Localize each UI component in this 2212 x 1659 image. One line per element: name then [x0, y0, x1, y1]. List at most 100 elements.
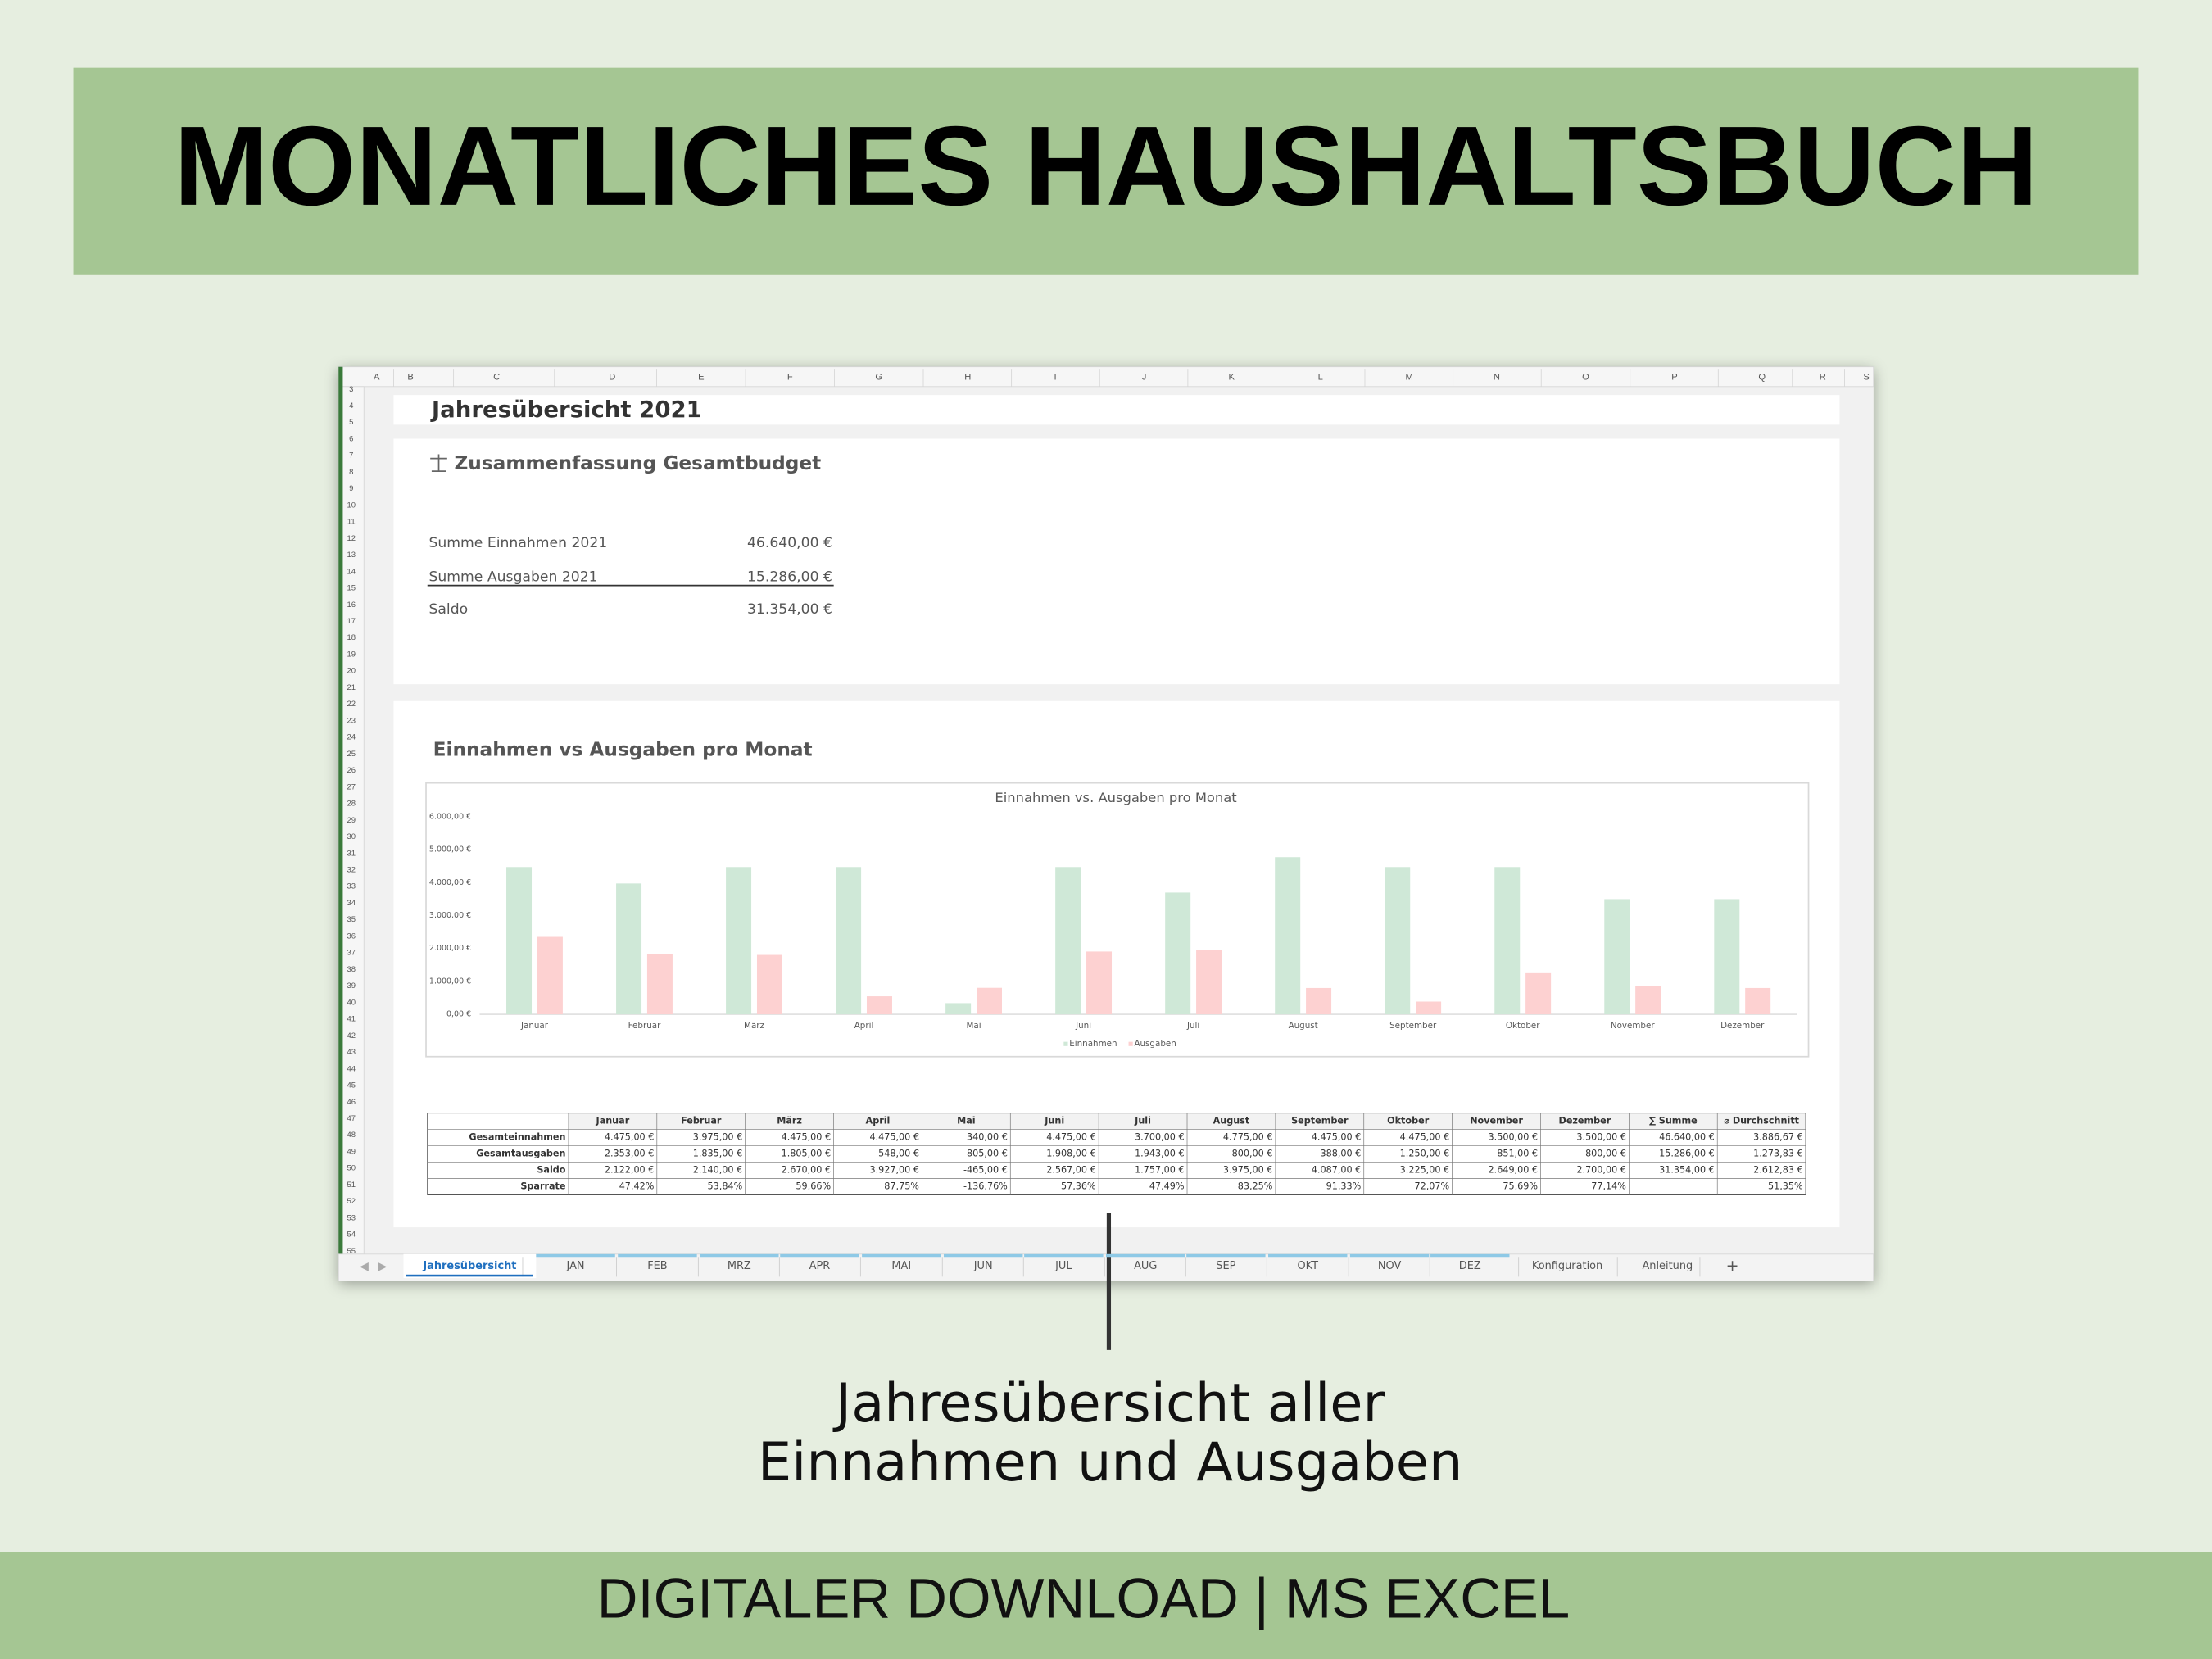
row-number: 40: [347, 998, 356, 1007]
sheet-tab[interactable]: MAI: [891, 1260, 911, 1272]
sheet-tab[interactable]: JUL: [1054, 1260, 1072, 1272]
table-cell: 46.640,00 €: [1659, 1132, 1715, 1143]
bar: [1416, 1001, 1442, 1015]
table-cell: 851,00 €: [1497, 1149, 1538, 1159]
table-cell: 4.775,00 €: [1223, 1132, 1273, 1143]
row-number: 22: [347, 700, 356, 709]
table-cell: 72,07%: [1414, 1181, 1449, 1191]
y-tick-label: 1.000,00 €: [429, 977, 471, 986]
chart-title: Einnahmen vs. Ausgaben pro Monat: [995, 790, 1237, 805]
column-letter: O: [1582, 373, 1589, 383]
table-cell: 4.475,00 €: [605, 1132, 655, 1143]
column-letter: L: [1318, 373, 1323, 383]
column-letter: K: [1229, 373, 1235, 383]
table-column-header: Juni: [1044, 1116, 1064, 1126]
row-number: 36: [347, 931, 356, 941]
sheet-tab[interactable]: AUG: [1134, 1260, 1157, 1272]
column-letter: H: [964, 373, 971, 383]
sheet-tab[interactable]: MRZ: [728, 1260, 751, 1272]
table-cell: 3.975,00 €: [1223, 1165, 1273, 1176]
sheet-tab[interactable]: JAN: [566, 1260, 585, 1272]
row-number: 38: [347, 965, 356, 974]
sheet-tab[interactable]: OKT: [1297, 1260, 1318, 1272]
table-cell: 4.475,00 €: [1400, 1132, 1450, 1143]
tab-color-strip: [1430, 1253, 1510, 1258]
caption-line: Einnahmen und Ausgaben: [758, 1431, 1463, 1494]
table-column-header: September: [1291, 1116, 1349, 1126]
sheet-tab[interactable]: SEP: [1216, 1260, 1235, 1272]
sheet-tab[interactable]: +: [1726, 1257, 1739, 1275]
table-cell: 77,14%: [1591, 1181, 1626, 1191]
row-number: 37: [347, 949, 356, 958]
row-number: 10: [347, 501, 356, 510]
table-cell: 800,00 €: [1585, 1149, 1626, 1159]
sheet-tab[interactable]: Anleitung: [1642, 1260, 1693, 1272]
column-letter: S: [1863, 373, 1869, 383]
table-column-header: April: [866, 1116, 891, 1126]
row-number: 3: [349, 385, 353, 394]
x-tick-label: Juni: [1075, 1021, 1091, 1031]
row-number: 8: [349, 468, 353, 477]
summary-label: Summe Ausgaben 2021: [428, 569, 597, 585]
sheet-tab[interactable]: FEB: [647, 1260, 667, 1272]
summary-panel: [393, 438, 1840, 685]
table-column-header: Juli: [1134, 1116, 1151, 1126]
row-number: 26: [347, 766, 356, 775]
row-number: 21: [347, 683, 356, 692]
row-number: 24: [347, 733, 356, 742]
table-cell: 1.943,00 €: [1135, 1149, 1185, 1159]
bar: [1525, 972, 1552, 1015]
table-column-header: ⌀ Durchschnitt: [1724, 1116, 1799, 1126]
bar: [506, 867, 533, 1015]
table-column-header: Februar: [681, 1116, 722, 1126]
tab-scroll-left[interactable]: ◀: [360, 1260, 369, 1272]
table-row-label: Gesamteinnahmen: [469, 1132, 565, 1143]
tab-scroll-right[interactable]: ▶: [378, 1260, 387, 1272]
scale-icon: [430, 454, 447, 472]
table-cell: 53,84%: [708, 1181, 743, 1191]
row-number: 7: [349, 451, 353, 460]
row-number: 15: [347, 584, 356, 593]
table-cell: 388,00 €: [1320, 1149, 1361, 1159]
table-cell: 3.500,00 €: [1576, 1132, 1625, 1143]
table-cell: 1.273,83 €: [1753, 1149, 1802, 1159]
row-number: 55: [347, 1247, 356, 1256]
sheet-tab[interactable]: DEZ: [1459, 1260, 1481, 1272]
table-cell: 1.250,00 €: [1400, 1149, 1450, 1159]
row-number: 18: [347, 633, 356, 642]
column-letter: R: [1820, 373, 1826, 383]
column-letter: E: [698, 373, 704, 383]
table-cell: 47,49%: [1149, 1181, 1185, 1191]
sheet-tab[interactable]: JUN: [973, 1260, 993, 1272]
row-number: 4: [349, 401, 353, 410]
sheet-tab[interactable]: Jahresübersicht: [422, 1260, 516, 1272]
table-cell: 3.886,67 €: [1753, 1132, 1802, 1143]
table-column-header: ∑ Summe: [1649, 1116, 1698, 1126]
row-number: 29: [347, 816, 356, 825]
row-number: 41: [347, 1015, 356, 1024]
table-cell: 2.140,00 €: [693, 1165, 743, 1176]
bar: [616, 883, 642, 1015]
row-number: 35: [347, 915, 356, 924]
sheet-tab[interactable]: APR: [809, 1260, 831, 1272]
bar: [1714, 899, 1740, 1015]
sheet-tab[interactable]: NOV: [1378, 1260, 1402, 1272]
chart-section-title: Einnahmen vs Ausgaben pro Monat: [433, 739, 813, 761]
table-cell: 4.087,00 €: [1312, 1165, 1362, 1176]
bar: [537, 936, 563, 1015]
table-cell: 800,00 €: [1232, 1149, 1273, 1159]
row-number: 53: [347, 1213, 356, 1222]
column-letter: A: [374, 373, 380, 383]
table-column-header: November: [1470, 1116, 1523, 1126]
row-number: 31: [347, 849, 356, 858]
table-cell: -136,76%: [963, 1181, 1008, 1191]
bar: [1306, 987, 1332, 1015]
x-tick-label: Juli: [1186, 1021, 1199, 1031]
summary-value: 46.640,00 €: [747, 535, 832, 551]
column-letter: I: [1054, 373, 1056, 383]
table-cell: 3.975,00 €: [693, 1132, 743, 1143]
sheet-tab[interactable]: Konfiguration: [1532, 1260, 1602, 1272]
table-cell: 2.353,00 €: [605, 1149, 655, 1159]
